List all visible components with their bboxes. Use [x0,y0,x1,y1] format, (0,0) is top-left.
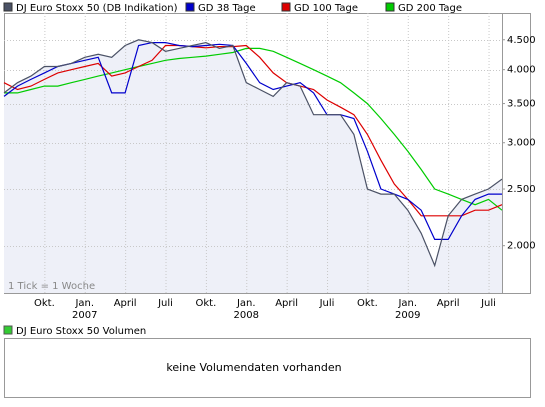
legend-label: GD 38 Tage [198,3,256,14]
line [4,47,503,211]
x-tick-label: Juli [319,298,335,309]
area [4,39,502,293]
legend-swatch [3,325,13,335]
y-tick-label: 2.500 [507,184,536,195]
legend-label: GD 200 Tage [398,3,462,14]
x-tick-label: Juli [157,298,173,309]
x-tick-label: April [275,298,298,309]
volume-frame [4,338,531,398]
x-tick-label: Juli [480,298,496,309]
x-tick-label: Okt. [357,298,378,309]
x-year-label: 2008 [234,310,259,321]
x-tick-label: Okt. [34,298,55,309]
legend: DJ Euro Stoxx 50 (DB Indikation) GD 38 Ta… [3,2,462,14]
legend-swatch [281,2,291,12]
y-tick-label: 4.500 [507,35,536,46]
plot [3,13,503,293]
x-year-label: 2007 [72,310,97,321]
x-tick-label: Jan. [397,298,417,309]
line [3,39,503,268]
x-tick-label: Jan. [74,298,94,309]
legend-label: DJ Euro Stoxx 50 (DB Indikation) [16,3,178,14]
line [3,44,503,217]
x-tick-label: April [437,298,460,309]
line [3,42,502,240]
legend-label: DJ Euro Stoxx 50 Volumen [16,326,146,337]
y-tick-label: 4.000 [507,65,536,76]
legend-swatch [3,2,13,12]
legend-swatch [385,2,395,12]
x-tick-label: Jan. [236,298,256,309]
y-tick-label: 3.500 [507,99,536,110]
x-tick-label: Okt. [196,298,217,309]
y-tick-label: 3.000 [507,138,536,149]
x-tick-label: April [114,298,137,309]
x-year-label: 2009 [395,310,420,321]
volume-message: keine Volumendaten vorhanden [166,361,341,374]
legend-label: GD 100 Tage [294,3,358,14]
legend-swatch [185,2,195,12]
y-tick-label: 2.000 [507,241,536,252]
note: 1 Tick = 1 Woche [8,281,95,292]
